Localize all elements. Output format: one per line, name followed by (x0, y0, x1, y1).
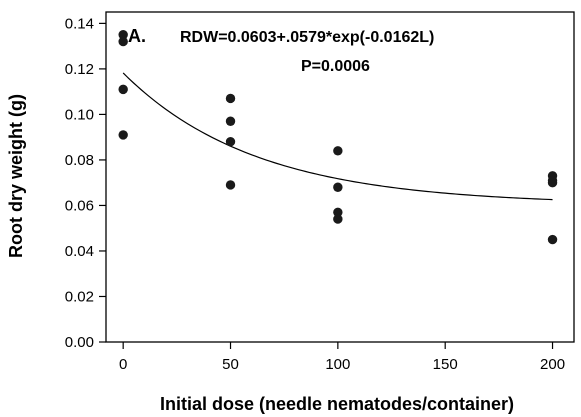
data-point (118, 30, 128, 40)
y-tick-label: 0.10 (65, 106, 94, 123)
equation-annotation: RDW=0.0603+.0579*exp(-0.0162L) (180, 29, 434, 46)
data-point (225, 116, 236, 126)
data-point (118, 36, 128, 47)
y-axis: 0.00 0.02 0.04 0.06 0.08 0.10 0.12 0.14 (65, 15, 106, 351)
data-point (225, 137, 236, 147)
plot-border (105, 11, 575, 343)
data-points (118, 30, 558, 245)
x-axis-title: Initial dose (needle nematodes/container… (160, 394, 514, 414)
y-axis-title: Root dry weight (g) (6, 94, 26, 258)
data-point (333, 214, 343, 224)
x-tick-label: 0 (119, 356, 127, 373)
y-tick-label: 0.12 (65, 61, 94, 78)
panel-label: A. (128, 26, 146, 46)
data-point (333, 182, 343, 192)
y-tick-label: 0.00 (65, 334, 94, 351)
data-point (225, 180, 236, 190)
data-point (333, 146, 343, 156)
x-tick-label: 200 (540, 356, 565, 373)
data-point (333, 207, 343, 217)
x-tick-label: 150 (433, 356, 458, 373)
data-point (547, 177, 558, 188)
y-tick-label: 0.08 (65, 152, 94, 169)
x-tick-label: 50 (222, 356, 239, 373)
y-tick-label: 0.06 (65, 197, 94, 214)
y-tick-label: 0.14 (65, 15, 94, 32)
fit-curve (122, 72, 553, 201)
x-tick-label: 100 (325, 356, 350, 373)
data-point (225, 93, 236, 104)
y-tick-label: 0.04 (65, 243, 94, 260)
data-point (118, 130, 128, 140)
data-point (118, 84, 128, 95)
y-tick-label: 0.02 (65, 288, 94, 305)
plot-frame (105, 11, 575, 343)
p-value-annotation: P=0.0006 (301, 58, 370, 75)
x-axis: 0 50 100 150 200 (119, 342, 565, 373)
data-point (547, 234, 558, 245)
